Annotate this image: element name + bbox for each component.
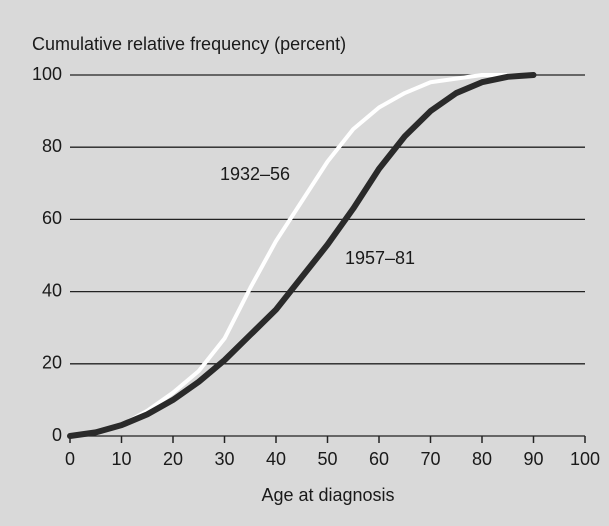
- x-tick-label: 100: [570, 449, 600, 469]
- y-axis-title: Cumulative relative frequency (percent): [32, 34, 346, 54]
- y-tick-label: 40: [42, 280, 62, 300]
- y-tick-label: 100: [32, 64, 62, 84]
- x-tick-label: 40: [266, 449, 286, 469]
- x-tick-label: 0: [65, 449, 75, 469]
- x-tick-label: 70: [420, 449, 440, 469]
- y-tick-label: 60: [42, 208, 62, 228]
- series-label: 1957–81: [345, 248, 415, 268]
- series-label: 1932–56: [220, 164, 290, 184]
- x-tick-label: 80: [472, 449, 492, 469]
- y-tick-label: 0: [52, 425, 62, 445]
- x-axis-title: Age at diagnosis: [261, 485, 394, 505]
- x-tick-label: 30: [214, 449, 234, 469]
- line-series: [67, 72, 537, 439]
- x-tick-label: 90: [523, 449, 543, 469]
- x-tick-label: 60: [369, 449, 389, 469]
- x-tick-label: 10: [111, 449, 131, 469]
- y-tick-label: 20: [42, 353, 62, 373]
- x-tick-label: 50: [317, 449, 337, 469]
- y-tick-label: 80: [42, 136, 62, 156]
- line-series: [68, 73, 536, 438]
- x-tick-label: 20: [163, 449, 183, 469]
